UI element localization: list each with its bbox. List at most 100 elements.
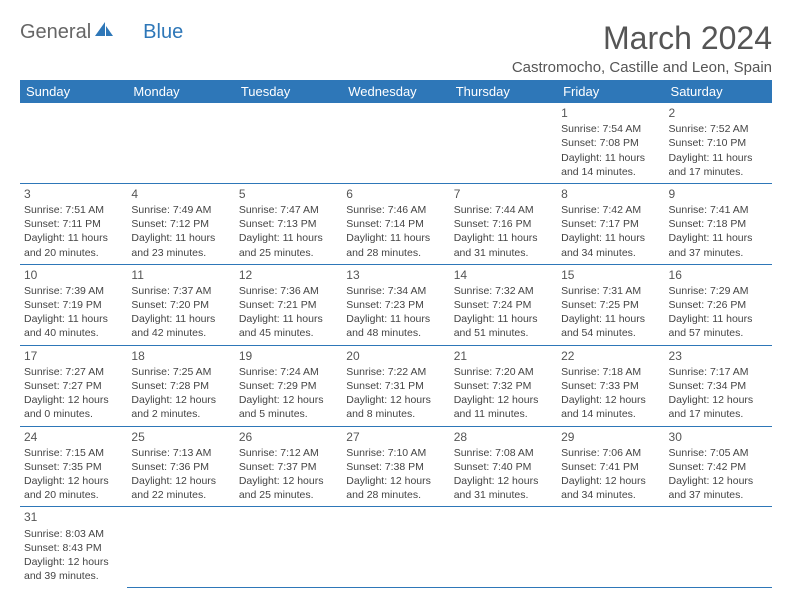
daylight-text: and 11 minutes.: [454, 407, 553, 421]
month-title: March 2024: [512, 20, 772, 57]
daylight-text: Daylight: 11 hours: [239, 231, 338, 245]
sunset-text: Sunset: 7:14 PM: [346, 217, 445, 231]
sunrise-text: Sunrise: 7:27 AM: [24, 365, 123, 379]
calendar-day-empty: [342, 507, 449, 587]
calendar-day: 22Sunrise: 7:18 AMSunset: 7:33 PMDayligh…: [557, 345, 664, 426]
sunrise-text: Sunrise: 7:24 AM: [239, 365, 338, 379]
day-number: 31: [24, 509, 123, 525]
sunset-text: Sunset: 7:08 PM: [561, 136, 660, 150]
sunrise-text: Sunrise: 7:34 AM: [346, 284, 445, 298]
calendar-day-empty: [665, 507, 772, 587]
sunrise-text: Sunrise: 8:03 AM: [24, 527, 123, 541]
sunset-text: Sunset: 7:26 PM: [669, 298, 768, 312]
logo-text-blue: Blue: [143, 21, 183, 44]
sunset-text: Sunset: 7:33 PM: [561, 379, 660, 393]
calendar-day: 30Sunrise: 7:05 AMSunset: 7:42 PMDayligh…: [665, 426, 772, 507]
sunrise-text: Sunrise: 7:18 AM: [561, 365, 660, 379]
daylight-text: and 17 minutes.: [669, 165, 768, 179]
calendar-day: 11Sunrise: 7:37 AMSunset: 7:20 PMDayligh…: [127, 264, 234, 345]
daylight-text: and 37 minutes.: [669, 246, 768, 260]
calendar-day: 24Sunrise: 7:15 AMSunset: 7:35 PMDayligh…: [20, 426, 127, 507]
sunset-text: Sunset: 7:10 PM: [669, 136, 768, 150]
daylight-text: and 22 minutes.: [131, 488, 230, 502]
calendar-day: 9Sunrise: 7:41 AMSunset: 7:18 PMDaylight…: [665, 183, 772, 264]
daylight-text: Daylight: 12 hours: [239, 393, 338, 407]
daylight-text: and 34 minutes.: [561, 246, 660, 260]
day-header: Thursday: [450, 80, 557, 103]
sunset-text: Sunset: 7:11 PM: [24, 217, 123, 231]
sunset-text: Sunset: 7:13 PM: [239, 217, 338, 231]
daylight-text: Daylight: 11 hours: [131, 231, 230, 245]
sunrise-text: Sunrise: 7:49 AM: [131, 203, 230, 217]
sunrise-text: Sunrise: 7:22 AM: [346, 365, 445, 379]
daylight-text: Daylight: 11 hours: [346, 312, 445, 326]
calendar-day: 16Sunrise: 7:29 AMSunset: 7:26 PMDayligh…: [665, 264, 772, 345]
daylight-text: Daylight: 12 hours: [561, 393, 660, 407]
daylight-text: Daylight: 11 hours: [454, 312, 553, 326]
calendar-week: 10Sunrise: 7:39 AMSunset: 7:19 PMDayligh…: [20, 264, 772, 345]
sunrise-text: Sunrise: 7:10 AM: [346, 446, 445, 460]
sunset-text: Sunset: 7:25 PM: [561, 298, 660, 312]
day-number: 19: [239, 348, 338, 364]
calendar-day: 29Sunrise: 7:06 AMSunset: 7:41 PMDayligh…: [557, 426, 664, 507]
sunrise-text: Sunrise: 7:06 AM: [561, 446, 660, 460]
sunset-text: Sunset: 7:24 PM: [454, 298, 553, 312]
daylight-text: Daylight: 12 hours: [346, 393, 445, 407]
daylight-text: and 25 minutes.: [239, 246, 338, 260]
sunset-text: Sunset: 7:16 PM: [454, 217, 553, 231]
daylight-text: Daylight: 12 hours: [454, 474, 553, 488]
day-number: 10: [24, 267, 123, 283]
sunrise-text: Sunrise: 7:39 AM: [24, 284, 123, 298]
sunrise-text: Sunrise: 7:12 AM: [239, 446, 338, 460]
calendar-day: 26Sunrise: 7:12 AMSunset: 7:37 PMDayligh…: [235, 426, 342, 507]
calendar-day: 13Sunrise: 7:34 AMSunset: 7:23 PMDayligh…: [342, 264, 449, 345]
sunset-text: Sunset: 7:18 PM: [669, 217, 768, 231]
day-number: 12: [239, 267, 338, 283]
sunrise-text: Sunrise: 7:17 AM: [669, 365, 768, 379]
logo: General Blue: [20, 20, 183, 44]
daylight-text: and 23 minutes.: [131, 246, 230, 260]
daylight-text: Daylight: 12 hours: [239, 474, 338, 488]
daylight-text: and 0 minutes.: [24, 407, 123, 421]
sunrise-text: Sunrise: 7:05 AM: [669, 446, 768, 460]
calendar-day: 15Sunrise: 7:31 AMSunset: 7:25 PMDayligh…: [557, 264, 664, 345]
calendar-day: 23Sunrise: 7:17 AMSunset: 7:34 PMDayligh…: [665, 345, 772, 426]
sunrise-text: Sunrise: 7:37 AM: [131, 284, 230, 298]
sunrise-text: Sunrise: 7:54 AM: [561, 122, 660, 136]
sunset-text: Sunset: 7:17 PM: [561, 217, 660, 231]
daylight-text: Daylight: 11 hours: [239, 312, 338, 326]
daylight-text: Daylight: 11 hours: [454, 231, 553, 245]
daylight-text: and 5 minutes.: [239, 407, 338, 421]
day-number: 24: [24, 429, 123, 445]
daylight-text: and 20 minutes.: [24, 488, 123, 502]
daylight-text: Daylight: 12 hours: [669, 474, 768, 488]
daylight-text: and 51 minutes.: [454, 326, 553, 340]
sunset-text: Sunset: 7:27 PM: [24, 379, 123, 393]
day-number: 1: [561, 105, 660, 121]
calendar-week: 31Sunrise: 8:03 AMSunset: 8:43 PMDayligh…: [20, 507, 772, 587]
day-number: 5: [239, 186, 338, 202]
daylight-text: and 31 minutes.: [454, 246, 553, 260]
location: Castromocho, Castille and Leon, Spain: [512, 59, 772, 76]
daylight-text: Daylight: 12 hours: [24, 474, 123, 488]
daylight-text: and 34 minutes.: [561, 488, 660, 502]
daylight-text: and 28 minutes.: [346, 488, 445, 502]
calendar-day-empty: [127, 103, 234, 183]
sunset-text: Sunset: 7:35 PM: [24, 460, 123, 474]
daylight-text: and 20 minutes.: [24, 246, 123, 260]
sunrise-text: Sunrise: 7:46 AM: [346, 203, 445, 217]
calendar-week: 3Sunrise: 7:51 AMSunset: 7:11 PMDaylight…: [20, 183, 772, 264]
calendar-day-empty: [557, 507, 664, 587]
title-block: March 2024 Castromocho, Castille and Leo…: [512, 20, 772, 76]
daylight-text: Daylight: 11 hours: [669, 312, 768, 326]
daylight-text: Daylight: 12 hours: [131, 474, 230, 488]
day-number: 26: [239, 429, 338, 445]
daylight-text: and 14 minutes.: [561, 165, 660, 179]
day-number: 8: [561, 186, 660, 202]
daylight-text: Daylight: 12 hours: [346, 474, 445, 488]
logo-text-general: General: [20, 21, 91, 44]
day-number: 18: [131, 348, 230, 364]
day-number: 17: [24, 348, 123, 364]
sunrise-text: Sunrise: 7:36 AM: [239, 284, 338, 298]
daylight-text: and 37 minutes.: [669, 488, 768, 502]
